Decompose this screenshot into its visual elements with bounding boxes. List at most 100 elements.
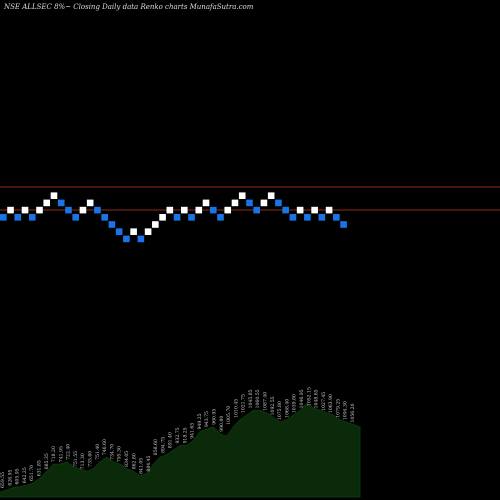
renko-brick-up [231, 199, 239, 207]
renko-brick-down [333, 214, 340, 221]
volume-value-label: 659.55 [0, 472, 6, 488]
volume-value-label: 1094.30 [343, 401, 349, 420]
renko-brick-down [217, 214, 224, 221]
volume-value-label: 751.55 [73, 451, 79, 467]
renko-brick-up [36, 206, 43, 214]
volume-value-label: 1092.55 [270, 396, 276, 415]
renko-brick-down [289, 214, 297, 221]
renko-brick-up [152, 221, 159, 228]
volume-value-label: 1056.20 [350, 403, 356, 422]
volume-value-label: 1079.25 [335, 399, 341, 418]
renko-brick-down [108, 221, 116, 228]
renko-brick-up [202, 199, 210, 207]
renko-brick-up [296, 206, 304, 214]
renko-brick-up [43, 199, 51, 207]
volume-value-label: 918.25 [182, 427, 188, 443]
renko-brick-down [123, 235, 130, 243]
volume-value-label: 1060.55 [255, 389, 261, 408]
volume-value-label: 685.35 [44, 453, 50, 469]
chart-title: NSE ALLSEC 8%~ Closing Daily data Renko … [4, 3, 254, 11]
volume-value-label: 651.70 [29, 465, 35, 481]
volume-value-label: 631.85 [37, 460, 43, 476]
volume-value-label: 1021.75 [241, 394, 247, 413]
renko-brick-up [238, 192, 246, 199]
volume-value-label: 858.60 [153, 439, 159, 455]
renko-brick-up [144, 228, 152, 235]
volume-value-label: 795.30 [117, 446, 123, 462]
volume-value-label: 1046.95 [299, 389, 305, 408]
volume-value-label: 943.75 [204, 411, 210, 427]
volume-value-label: 735.60 [88, 451, 94, 467]
renko-brick-down [318, 214, 326, 221]
renko-brick-down [28, 214, 36, 221]
volume-value-label: 841.05 [139, 458, 145, 474]
volume-value-label: 1048.65 [314, 389, 320, 408]
renko-brick-down [65, 206, 72, 214]
volume-value-label: 746.60 [102, 439, 108, 455]
volume-value-label: 891.40 [168, 432, 174, 448]
renko-brick-down [340, 221, 347, 228]
renko-brick-down [275, 199, 282, 207]
volume-value-label: 990.80 [219, 416, 225, 432]
renko-brick-down [14, 214, 22, 221]
volume-value-label: 1087.40 [263, 392, 269, 411]
volume-value-label: 834.05 [124, 451, 130, 467]
renko-brick-up [166, 206, 174, 214]
reference-lines [0, 186, 500, 211]
renko-brick-down [57, 199, 65, 207]
renko-brick-up [181, 206, 188, 214]
renko-brick-up [50, 192, 58, 199]
volume-value-label: 884.45 [146, 455, 152, 471]
volume-value-label: 941.65 [190, 423, 196, 439]
renko-brick-up [7, 206, 14, 214]
volume-value-label: 1005.70 [226, 406, 232, 425]
renko-brick-up [260, 199, 268, 207]
volume-value-label: 713.30 [80, 453, 86, 469]
volume-value-label: 626.95 [7, 469, 13, 485]
renko-bricks [0, 192, 347, 243]
volume-value-label: 1075.80 [277, 401, 283, 420]
renko-brick-up [130, 228, 137, 235]
volume-value-label: 862.80 [131, 453, 137, 469]
renko-brick-up [195, 206, 203, 214]
volume-value-label: 1027.45 [321, 392, 327, 411]
renko-brick-down [173, 214, 181, 221]
volume-area-path [0, 402, 361, 498]
renko-brick-up [267, 192, 275, 199]
volume-value-label: 718.20 [51, 446, 57, 462]
volume-value-label: 949.25 [197, 413, 203, 429]
renko-brick-up [311, 206, 318, 214]
renko-brick-down [246, 199, 253, 207]
renko-brick-down [101, 214, 108, 221]
renko-brick-up [224, 206, 232, 214]
renko-brick-down [253, 206, 260, 214]
renko-brick-down [137, 235, 145, 243]
volume-area [0, 402, 361, 498]
renko-brick-down [94, 206, 101, 214]
volume-value-label: 741.95 [58, 446, 64, 462]
volume-value-label: 605.95 [15, 468, 21, 484]
volume-labels: 659.55 626.95 605.95 642.25 651.70 631.85 685.… [0, 387, 356, 488]
renko-brick-up [79, 206, 87, 214]
renko-brick-down [282, 206, 289, 214]
volume-value-label: 1045.85 [248, 389, 254, 408]
volume-value-label: 894.75 [160, 437, 166, 453]
renko-brick-up [86, 199, 94, 207]
volume-value-label: 960.95 [212, 409, 218, 425]
renko-brick-up [159, 214, 166, 221]
renko-brick-down [72, 214, 79, 221]
renko-brick-down [115, 228, 123, 235]
volume-value-label: 722.40 [66, 444, 72, 460]
volume-value-label: 734.70 [109, 444, 115, 460]
renko-brick-up [21, 206, 29, 214]
volume-value-label: 1052.15 [306, 387, 312, 406]
renko-brick-down [188, 214, 195, 221]
renko-brick-down [0, 214, 7, 221]
volume-value-label: 1010.45 [233, 399, 239, 418]
volume-value-label: 932.75 [175, 427, 181, 443]
renko-brick-up [325, 206, 333, 214]
volume-value-label: 1063.90 [328, 394, 334, 413]
volume-value-label: 642.25 [22, 467, 28, 483]
renko-brick-down [304, 214, 311, 221]
volume-value-label: 1068.40 [284, 399, 290, 418]
